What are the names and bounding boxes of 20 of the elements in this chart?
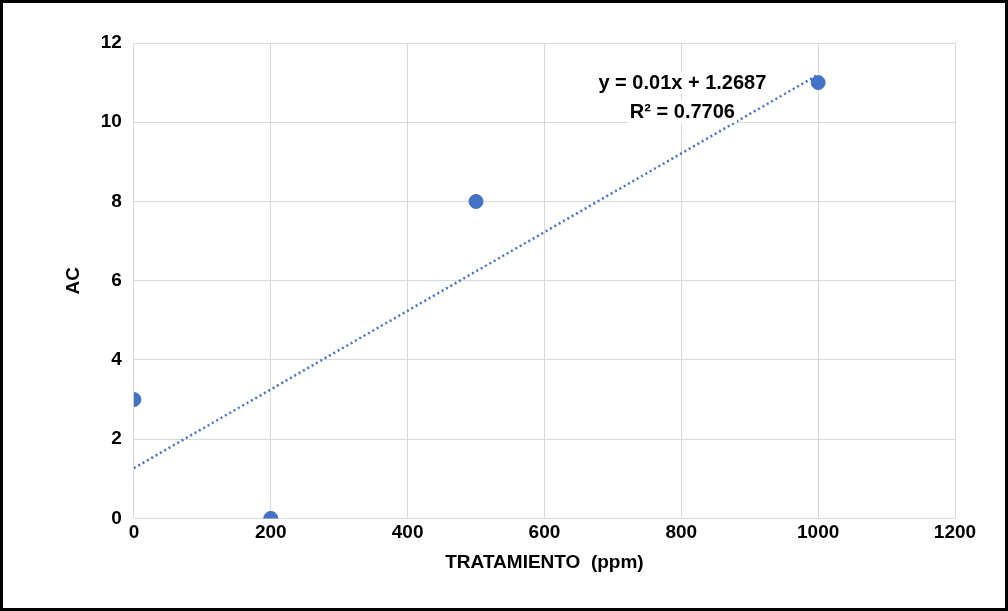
- y-tick-label: 0: [111, 506, 122, 528]
- y-tick-label: 2: [111, 427, 122, 449]
- x-tick-label: 400: [391, 521, 424, 543]
- x-tick-label: 800: [665, 521, 698, 543]
- x-tick-label: 1200: [933, 521, 977, 543]
- point: [810, 75, 826, 91]
- y-tick-label: 8: [111, 189, 122, 211]
- x-tick-label: 200: [254, 521, 287, 543]
- x-tick-label: 1000: [797, 521, 840, 543]
- x-tick-label: 0: [128, 521, 140, 543]
- x-tick-label: 600: [528, 521, 561, 543]
- y-axis-title: AC: [61, 266, 83, 295]
- annotation: y = 0.01x + 1.2687: [598, 70, 767, 93]
- y-tick-label: 4: [111, 348, 123, 370]
- x-axis-title: TRATAMIENTO (ppm): [445, 550, 644, 572]
- y-tick-label: 10: [100, 110, 122, 132]
- annotation: R² = 0.7706: [629, 99, 735, 122]
- y-tick-label: 6: [111, 268, 122, 290]
- point: [468, 193, 484, 209]
- y-tick-label: 12: [100, 31, 122, 53]
